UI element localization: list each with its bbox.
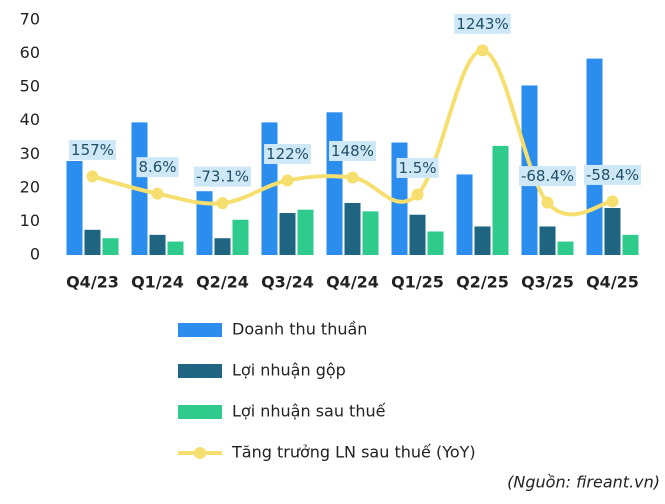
legend-swatch <box>178 364 222 378</box>
bar <box>409 214 426 255</box>
legend-label: Tăng trưởng LN sau thuế (YoY) <box>231 443 476 462</box>
y-tick-label: 60 <box>20 43 40 62</box>
y-tick-label: 50 <box>20 77 40 96</box>
bar <box>604 208 621 255</box>
bar <box>297 209 314 255</box>
bar <box>539 226 556 255</box>
bar <box>557 241 574 255</box>
value-label: -58.4% <box>586 166 639 184</box>
value-label: -68.4% <box>521 167 574 185</box>
bar <box>456 174 473 255</box>
y-tick-label: 70 <box>20 10 40 29</box>
value-label-box <box>264 143 311 164</box>
bar <box>149 234 166 255</box>
value-label: -73.1% <box>196 168 249 186</box>
value-label: 157% <box>71 141 114 159</box>
source: (Nguồn: fireant.vn) <box>507 473 660 492</box>
value-label-box <box>583 164 642 185</box>
value-label-box <box>454 13 511 34</box>
line <box>91 48 613 217</box>
value-label-box <box>329 140 376 161</box>
value-label-box <box>193 166 252 187</box>
bar <box>279 213 296 255</box>
value-label-box <box>136 157 179 178</box>
y-tick-label: 10 <box>20 211 40 230</box>
legend-label: Lợi nhuận gộp <box>232 361 346 380</box>
value-label: 148% <box>331 142 374 160</box>
line-point <box>151 187 164 200</box>
bar <box>167 241 184 255</box>
bar <box>474 226 491 255</box>
value-label: 8.6% <box>138 158 176 176</box>
x-tick-label: Q1/24 <box>131 273 184 292</box>
line-point <box>606 195 619 208</box>
bar <box>326 112 343 255</box>
line-point <box>346 171 359 184</box>
bar <box>427 231 444 255</box>
line-point <box>86 170 99 183</box>
legend-swatch <box>178 323 222 337</box>
x-tick-label: Q4/23 <box>66 273 119 292</box>
line-point <box>281 174 294 187</box>
x-tick-label: Q1/25 <box>391 273 444 292</box>
bar <box>232 219 249 255</box>
bar <box>102 238 119 255</box>
line-point <box>476 44 489 57</box>
x-tick-label: Q2/24 <box>196 273 249 292</box>
legend-swatch-point <box>194 447 206 459</box>
x-tick-label: Q3/24 <box>261 273 314 292</box>
value-label: 1.5% <box>398 159 436 177</box>
value-label-box <box>69 139 116 160</box>
bar <box>622 234 639 255</box>
x-tick-label: Q4/24 <box>326 273 379 292</box>
bar <box>362 211 379 255</box>
value-label: 122% <box>266 145 309 163</box>
value-label-box <box>518 166 577 187</box>
bar <box>84 229 101 255</box>
value-label: 1243% <box>456 15 508 33</box>
bar <box>586 58 603 255</box>
bar <box>344 202 361 255</box>
line-point <box>411 188 424 201</box>
value-label-box <box>396 157 439 178</box>
x-tick-label: Q3/25 <box>521 273 574 292</box>
line-point <box>541 196 554 209</box>
x-tick-label: Q2/25 <box>456 273 509 292</box>
bar <box>196 191 213 255</box>
bar <box>492 145 509 255</box>
line-point <box>216 197 229 210</box>
legend-label: Lợi nhuận sau thuế <box>232 402 386 421</box>
bar <box>214 238 231 255</box>
legend-swatch <box>178 405 222 419</box>
y-tick-label: 30 <box>20 144 40 163</box>
y-tick-label: 0 <box>30 245 40 264</box>
legend-label: Doanh thu thuần <box>232 320 367 339</box>
bar <box>66 161 83 255</box>
y-tick-label: 20 <box>20 177 40 196</box>
x-tick-label: Q4/25 <box>586 273 639 292</box>
y-tick-label: 40 <box>20 110 40 129</box>
